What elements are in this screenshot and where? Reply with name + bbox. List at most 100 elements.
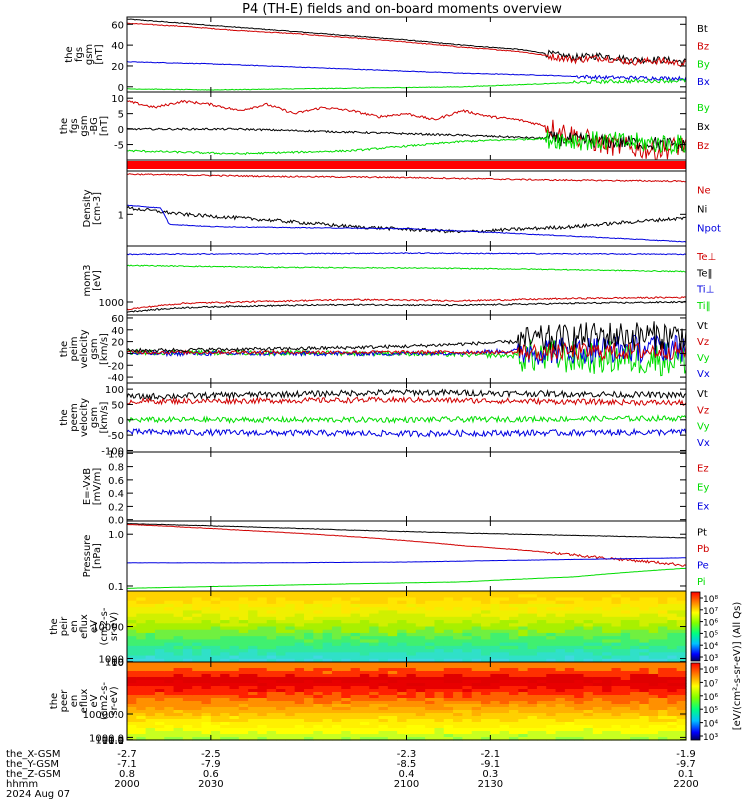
spectrogram-cell	[639, 594, 650, 599]
spectrogram-cell	[443, 695, 454, 699]
spectrogram-cell	[145, 722, 156, 726]
spectrogram-cell	[574, 594, 585, 599]
spectrogram-cell	[359, 686, 370, 690]
y-tick-label: 1000	[99, 654, 124, 665]
spectrogram-cell	[154, 671, 165, 675]
spectrogram-cell	[304, 607, 314, 611]
spectrogram-cell	[127, 671, 137, 675]
spectrogram-cell	[602, 629, 613, 634]
spectrogram-cell	[220, 695, 231, 699]
spectrogram-cell	[378, 655, 389, 660]
spectrogram-cell	[397, 734, 408, 738]
spectrogram-cell	[378, 649, 389, 653]
spectrogram-cell	[443, 665, 454, 669]
spectrogram-cell	[574, 728, 585, 732]
spectrogram-cell	[173, 616, 184, 621]
spectrogram-cell	[173, 701, 184, 705]
spectrogram-cell	[481, 722, 491, 726]
spectrogram-cell	[164, 632, 175, 637]
spectrogram-cell	[313, 707, 324, 711]
spectrogram-cell	[481, 626, 491, 631]
spectrogram-cell	[508, 610, 519, 615]
spectrogram-cell	[490, 707, 501, 711]
spectrogram-cell	[378, 610, 389, 615]
spectrogram-cell	[154, 701, 165, 705]
spectrogram-cell	[341, 710, 352, 714]
spectrogram-cell	[266, 683, 277, 687]
spectrogram-cell	[397, 632, 408, 637]
spectrogram-cell	[658, 613, 668, 618]
spectrogram-cell	[145, 645, 156, 650]
spectrogram-cell	[192, 613, 203, 618]
spectrogram-cell	[164, 645, 175, 650]
spectrogram-cell	[667, 649, 678, 653]
y-tick-label: 0	[118, 83, 124, 94]
spectrogram-cell	[406, 677, 417, 681]
spectrogram-cell	[453, 707, 463, 711]
spectrogram-cell	[453, 610, 463, 615]
spectrogram-cell	[145, 734, 156, 738]
spectrogram-cell	[555, 680, 566, 684]
spectrogram-cell	[406, 607, 417, 611]
spectrogram-cell	[257, 662, 268, 666]
spectrogram-cell	[574, 607, 585, 611]
spectrogram-cell	[425, 626, 436, 631]
spectrogram-cell	[127, 639, 137, 644]
spectrogram-cell	[611, 616, 622, 621]
spectrogram-cell	[499, 737, 510, 741]
spectrogram-cell	[387, 623, 398, 628]
spectrogram-cell	[676, 686, 687, 690]
spectrogram-cell	[257, 677, 268, 681]
spectrogram-cell	[276, 665, 286, 669]
spectrogram-cell	[220, 629, 231, 634]
spectrogram-cell	[136, 674, 147, 678]
spectrogram-cell	[536, 597, 547, 602]
spectrogram-cell	[210, 677, 221, 681]
spectrogram-cell	[620, 632, 631, 637]
spectrogram-cell	[210, 610, 221, 615]
spectrogram-cell	[518, 680, 529, 684]
spectrogram-cell	[546, 707, 557, 711]
spectrogram-cell	[527, 671, 538, 675]
spectrogram-cell	[443, 594, 454, 599]
spectrogram-cell	[341, 626, 352, 631]
spectrogram-cell	[453, 600, 463, 605]
spectrogram-cell	[192, 695, 203, 699]
spectrogram-cell	[369, 677, 380, 681]
spectrogram-cell	[313, 689, 324, 693]
spectrogram-cell	[415, 689, 426, 693]
spectrogram-cell	[276, 632, 286, 637]
spectrogram-cell	[658, 713, 668, 717]
spectrogram-cell	[527, 677, 538, 681]
spectrogram-cell	[536, 591, 547, 595]
spectrogram-cell	[127, 626, 137, 631]
spectrogram-cell	[164, 665, 175, 669]
spectrogram-cell	[555, 649, 566, 653]
spectrogram-cell	[145, 686, 156, 690]
spectrogram-cell	[536, 620, 547, 624]
spectrogram-cell	[154, 665, 165, 669]
spectrogram-cell	[276, 698, 286, 702]
spectrogram-cell	[322, 683, 333, 687]
spectrogram-cell	[257, 626, 268, 631]
spectrogram-cell	[490, 719, 501, 723]
spectrogram-cell	[127, 668, 137, 672]
spectrogram-cell	[546, 632, 557, 637]
spectrogram-cell	[453, 674, 463, 678]
spectrogram-cell	[425, 616, 436, 621]
spectrogram-cell	[201, 686, 212, 690]
x-axis-value: 2200	[673, 779, 698, 790]
spectrogram-cell	[508, 662, 519, 666]
spectrogram-cell	[257, 645, 268, 650]
spectrogram-cell	[508, 623, 519, 628]
spectrogram-cell	[658, 710, 668, 714]
spectrogram-cell	[266, 662, 277, 666]
spectrogram-cell	[322, 613, 333, 618]
spectrogram-cell	[359, 704, 370, 708]
spectrogram-cell	[304, 591, 314, 595]
spectrogram-cell	[359, 668, 370, 672]
spectrogram-cell	[462, 629, 473, 634]
spectrogram-cell	[434, 658, 445, 663]
spectrogram-cell	[192, 689, 203, 693]
spectrogram-cell	[154, 674, 165, 678]
